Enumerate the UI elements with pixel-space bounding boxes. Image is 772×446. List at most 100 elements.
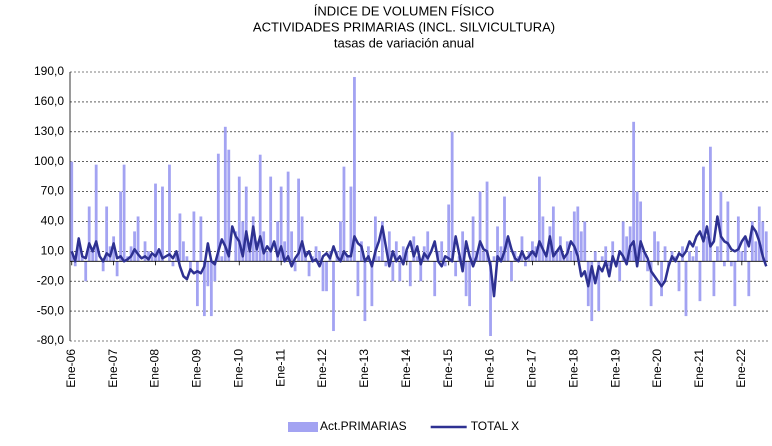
bar <box>646 261 649 272</box>
bar <box>489 261 492 337</box>
y-tick-label: 190,0 <box>34 64 64 78</box>
bar <box>450 131 454 262</box>
x-tick-label: Ene-15 <box>441 349 455 388</box>
bar <box>192 211 196 262</box>
chart-subtitle: ACTIVIDADES PRIMARIAS (INCL. SILVICULTUR… <box>253 19 555 34</box>
bar <box>705 236 709 262</box>
bar <box>485 181 489 262</box>
x-tick-label: Ene-22 <box>734 349 748 388</box>
bar <box>325 261 328 292</box>
bar <box>597 261 601 312</box>
chart-title: ÍNDICE DE VOLUMEN FÍSICO <box>314 3 495 18</box>
bar <box>656 241 660 262</box>
bar <box>709 146 712 262</box>
bar <box>279 186 283 262</box>
bar <box>471 216 475 262</box>
bar <box>747 261 751 297</box>
bar <box>757 206 761 262</box>
bar <box>94 164 98 262</box>
bar <box>736 216 740 262</box>
bar <box>248 251 252 262</box>
bar <box>548 226 552 262</box>
bar <box>283 241 287 262</box>
bar <box>419 261 423 282</box>
x-tick-label: Ene-18 <box>566 349 580 388</box>
chart-note: tasas de variación anual <box>334 35 474 50</box>
bar <box>84 261 88 282</box>
bar <box>77 241 81 262</box>
x-tick-label: Ene-11 <box>273 349 287 387</box>
y-tick-label: -80,0 <box>37 333 65 347</box>
bar <box>154 183 157 262</box>
bar <box>398 261 402 282</box>
legend-label: Act.PRIMARIAS <box>320 419 407 433</box>
bar <box>572 211 576 262</box>
x-tick-label: Ene-09 <box>190 349 204 388</box>
bar <box>70 161 74 262</box>
bar <box>408 261 412 287</box>
bar <box>635 191 639 262</box>
bar <box>300 216 304 262</box>
bar <box>544 256 548 262</box>
bar <box>321 261 325 292</box>
bar <box>681 246 684 262</box>
bar <box>618 261 622 282</box>
y-tick-label: -50,0 <box>37 303 65 317</box>
bar <box>593 251 597 262</box>
bar <box>764 231 768 262</box>
y-tick-label: 130,0 <box>34 124 64 138</box>
bar <box>202 261 206 317</box>
bar <box>227 149 231 262</box>
bar <box>171 261 175 267</box>
bar <box>373 216 377 262</box>
bar <box>293 261 297 272</box>
bar <box>604 246 608 262</box>
x-tick-label: Ene-14 <box>399 349 413 388</box>
bar <box>433 261 437 297</box>
bar <box>524 261 527 267</box>
bar <box>213 261 217 282</box>
bar <box>468 261 472 307</box>
bar <box>541 216 545 262</box>
bar <box>258 154 262 262</box>
bar <box>391 261 395 282</box>
bar <box>499 246 503 262</box>
bar <box>440 241 444 262</box>
bar <box>660 261 663 297</box>
bar <box>621 221 625 262</box>
bar <box>255 241 259 262</box>
bar <box>269 176 273 262</box>
bar <box>478 191 482 262</box>
bar <box>461 231 465 262</box>
bar <box>101 261 105 272</box>
bar <box>510 261 513 282</box>
bar <box>346 256 349 262</box>
bar <box>538 176 541 262</box>
bar <box>244 186 248 262</box>
bar <box>157 251 161 262</box>
bar <box>482 251 485 262</box>
y-tick-label: 100,0 <box>34 154 64 168</box>
bar <box>506 241 510 262</box>
bar <box>332 261 335 332</box>
bar <box>339 221 342 262</box>
bar <box>496 226 499 262</box>
x-tick-label: Ene-17 <box>525 349 539 388</box>
bar <box>642 251 646 262</box>
bar <box>223 126 227 262</box>
bar <box>182 241 185 262</box>
x-tick-label: Ene-12 <box>315 349 329 388</box>
bar <box>262 231 266 262</box>
bar <box>663 246 667 262</box>
bar <box>115 261 119 277</box>
bar <box>380 221 384 262</box>
bar <box>729 261 733 267</box>
bar <box>625 236 629 262</box>
bar <box>492 256 496 262</box>
bar <box>555 251 559 262</box>
bar <box>600 256 604 262</box>
bar <box>503 196 506 262</box>
bar <box>161 186 164 262</box>
bar <box>761 221 765 262</box>
